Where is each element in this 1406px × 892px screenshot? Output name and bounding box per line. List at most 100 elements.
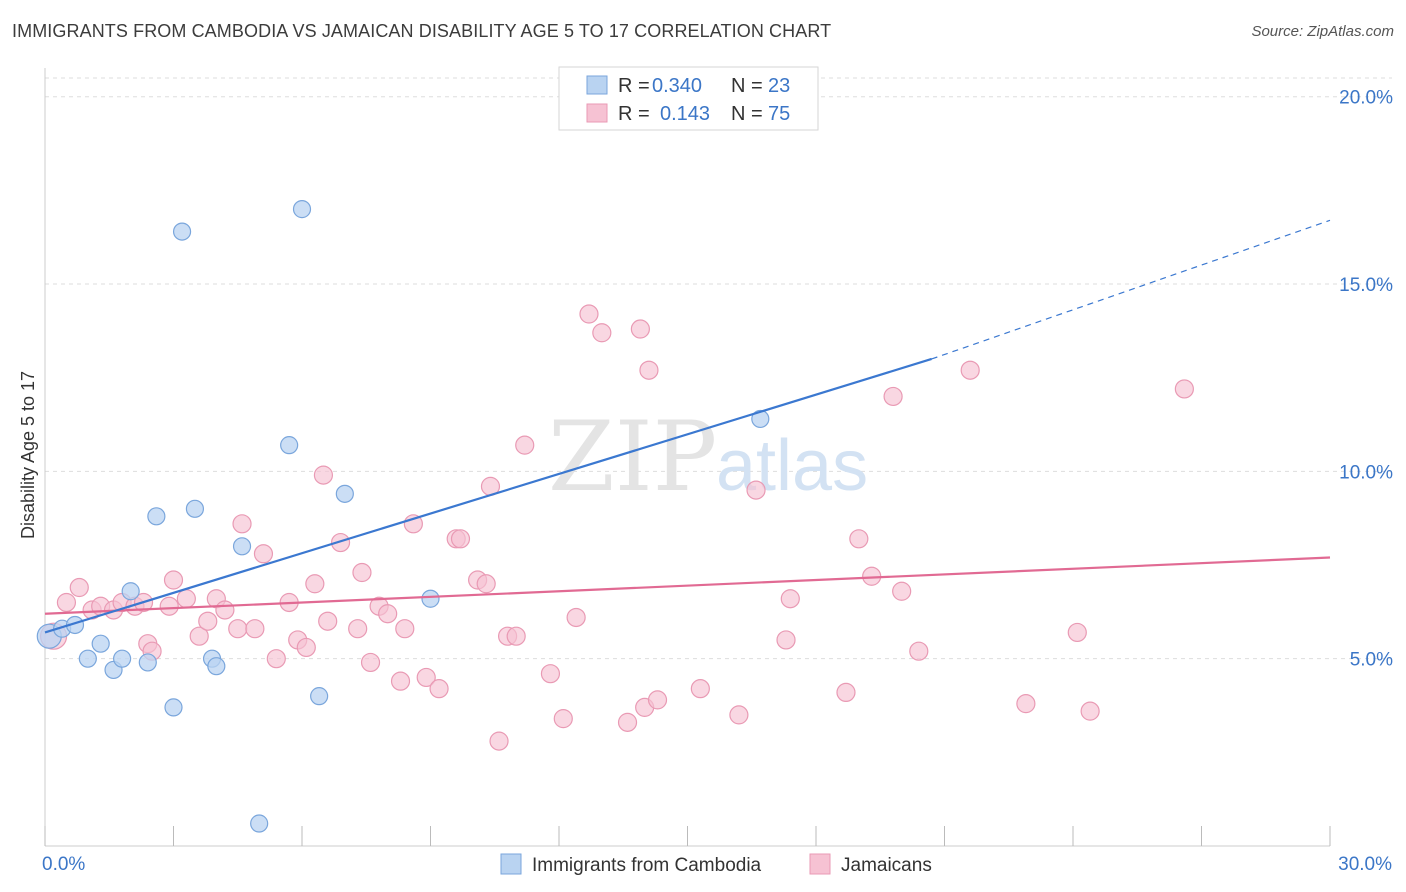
legend-n-value-cambodia: 23 (768, 75, 790, 97)
data-point-jamaicans (360, 652, 381, 673)
data-point-jamaicans (198, 611, 218, 631)
data-point-jamaicans (849, 529, 869, 549)
trend-line-cambodia (44, 357, 932, 634)
data-point-jamaicans (553, 709, 573, 729)
data-point-cambodia (112, 649, 132, 668)
data-point-cambodia (292, 200, 312, 219)
data-point-jamaicans (390, 671, 411, 691)
data-point-jamaicans (228, 619, 248, 639)
bottom-legend-swatch-cambodia (500, 853, 522, 875)
legend-r-value-jamaicans: 0.143 (660, 103, 710, 125)
data-point-jamaicans (892, 581, 912, 601)
data-point-cambodia (310, 687, 329, 706)
axes (44, 68, 1331, 847)
data-point-cambodia (91, 634, 110, 653)
data-point-jamaicans (429, 679, 449, 699)
trend-line-cambodia-extension (931, 219, 1331, 360)
data-point-jamaicans (476, 574, 496, 594)
data-point-jamaicans (909, 641, 929, 661)
data-point-jamaicans (639, 360, 659, 380)
data-point-jamaicans (1080, 701, 1100, 721)
y-tick-labels: 5.0% 10.0% 15.0% 20.0% (1339, 88, 1393, 671)
legend-swatch-cambodia (586, 75, 608, 95)
data-point-cambodia (185, 499, 205, 518)
cambodia-points (36, 200, 770, 833)
data-point-jamaicans (617, 712, 638, 732)
grid-lines (45, 77, 1392, 660)
data-point-jamaicans (883, 386, 903, 407)
data-point-jamaicans (579, 304, 599, 324)
trend-lines (44, 219, 1331, 634)
data-point-jamaicans (780, 589, 800, 609)
legend-r-label-jamaicans: R = (618, 103, 650, 125)
data-point-jamaicans (746, 480, 766, 500)
legend-top: R = 0.340 N = 23 R = 0.143 N = 75 (558, 66, 819, 131)
legend-n-value-jamaicans: 75 (768, 103, 790, 125)
data-point-cambodia (421, 589, 440, 608)
data-point-jamaicans (416, 667, 436, 688)
data-point-jamaicans (960, 360, 980, 380)
data-point-jamaicans (266, 649, 286, 669)
data-point-jamaicans (253, 544, 274, 564)
data-point-jamaicans (176, 589, 196, 609)
data-point-jamaicans (566, 607, 586, 628)
data-point-jamaicans (489, 731, 509, 751)
data-point-cambodia (232, 537, 252, 556)
chart-title: IMMIGRANTS FROM CAMBODIA VS JAMAICAN DIS… (12, 21, 832, 41)
bottom-legend-label-jamaicans: Jamaicans (841, 855, 932, 876)
data-point-jamaicans (56, 592, 77, 613)
bottom-legend-swatch-jamaicans (809, 853, 831, 875)
legend-n-label-jamaicans: N = (731, 103, 763, 125)
watermark-zip: ZIP (548, 401, 717, 513)
data-point-jamaicans (159, 596, 179, 616)
data-point-jamaicans (305, 574, 325, 594)
data-point-jamaicans (836, 682, 856, 703)
data-point-jamaicans (69, 577, 89, 598)
legend-bottom: Immigrants from Cambodia Jamaicans (500, 853, 932, 876)
data-point-jamaicans (592, 323, 612, 343)
data-point-jamaicans (647, 690, 668, 710)
data-point-cambodia (751, 409, 770, 429)
data-point-jamaicans (450, 529, 471, 549)
legend-n-label-cambodia: N = (731, 75, 763, 97)
data-point-cambodia (250, 814, 269, 833)
x-tick-labels: 0.0% 30.0% (42, 854, 1392, 875)
y-tick-label: 15.0% (1339, 275, 1393, 296)
data-point-cambodia (121, 582, 140, 601)
legend-swatch-jamaicans (586, 103, 608, 123)
data-point-jamaicans (163, 570, 184, 590)
data-point-jamaicans (1016, 694, 1036, 714)
data-point-jamaicans (690, 679, 710, 699)
data-point-cambodia (78, 649, 97, 668)
data-point-jamaicans (630, 319, 650, 339)
data-point-jamaicans (245, 619, 265, 639)
y-tick-label: 5.0% (1350, 650, 1393, 671)
data-point-jamaicans (1174, 379, 1194, 399)
y-tick-label: 20.0% (1339, 88, 1393, 109)
data-point-jamaicans (515, 435, 535, 455)
data-point-jamaicans (540, 664, 561, 684)
legend-r-label-cambodia: R = (618, 75, 650, 97)
data-point-jamaicans (215, 600, 235, 620)
source-label: Source: ZipAtlas.com (1251, 23, 1394, 40)
data-point-jamaicans (378, 604, 398, 624)
jamaicans-points (39, 304, 1194, 751)
data-point-cambodia (280, 436, 299, 455)
data-point-jamaicans (296, 637, 316, 658)
data-point-cambodia (335, 484, 354, 503)
legend-r-value-cambodia: 0.340 (652, 75, 702, 97)
data-point-jamaicans (348, 619, 368, 639)
data-point-jamaicans (318, 611, 338, 631)
data-point-jamaicans (506, 626, 526, 646)
watermark: ZIP atlas (548, 401, 868, 513)
trend-line-jamaicans (44, 556, 1331, 615)
data-point-jamaicans (1067, 622, 1087, 643)
data-point-jamaicans (729, 705, 749, 725)
data-point-cambodia (147, 507, 166, 526)
data-point-jamaicans (330, 532, 351, 553)
data-point-jamaicans (232, 514, 252, 534)
data-point-cambodia (207, 657, 226, 676)
watermark-atlas: atlas (716, 426, 868, 506)
data-point-cambodia (172, 222, 192, 241)
